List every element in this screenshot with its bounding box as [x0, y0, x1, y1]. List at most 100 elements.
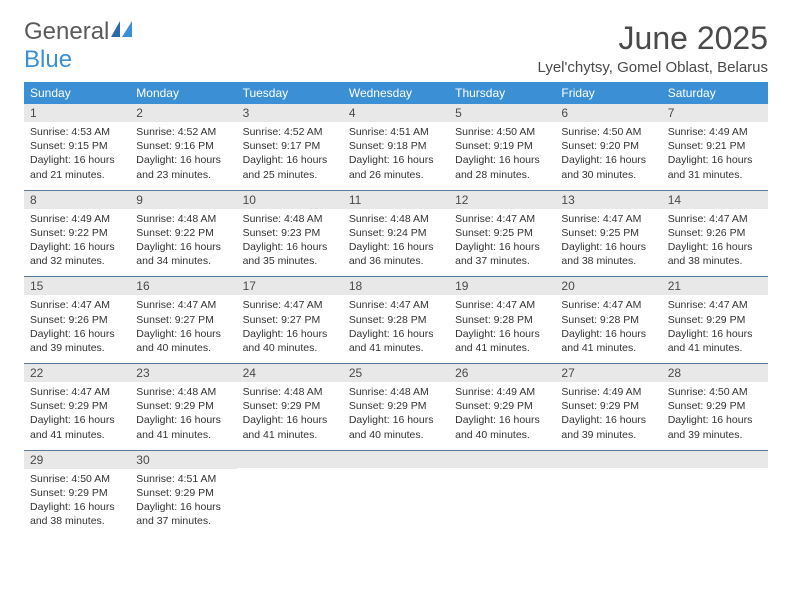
daylight-text: Daylight: 16 hours and 40 minutes.: [349, 413, 443, 441]
day-data: Sunrise: 4:52 AMSunset: 9:16 PMDaylight:…: [130, 122, 236, 190]
daylight-text: Daylight: 16 hours and 41 minutes.: [455, 327, 549, 355]
brand-logo: General: [24, 20, 133, 44]
sunrise-text: Sunrise: 4:50 AM: [455, 125, 549, 139]
week-row: 1Sunrise: 4:53 AMSunset: 9:15 PMDaylight…: [24, 104, 768, 190]
daylight-text: Daylight: 16 hours and 31 minutes.: [668, 153, 762, 181]
day-data: Sunrise: 4:50 AMSunset: 9:19 PMDaylight:…: [449, 122, 555, 190]
day-number: 14: [662, 190, 768, 209]
month-title: June 2025: [538, 20, 768, 57]
day-cell: 26Sunrise: 4:49 AMSunset: 9:29 PMDayligh…: [449, 363, 555, 450]
day-cell: 27Sunrise: 4:49 AMSunset: 9:29 PMDayligh…: [555, 363, 661, 450]
day-data: Sunrise: 4:47 AMSunset: 9:25 PMDaylight:…: [449, 209, 555, 277]
sunset-text: Sunset: 9:27 PM: [243, 313, 337, 327]
day-data: Sunrise: 4:49 AMSunset: 9:29 PMDaylight:…: [449, 382, 555, 450]
sunrise-text: Sunrise: 4:47 AM: [349, 298, 443, 312]
week-row: 22Sunrise: 4:47 AMSunset: 9:29 PMDayligh…: [24, 363, 768, 450]
daylight-text: Daylight: 16 hours and 40 minutes.: [136, 327, 230, 355]
day-data: Sunrise: 4:51 AMSunset: 9:18 PMDaylight:…: [343, 122, 449, 190]
sunrise-text: Sunrise: 4:47 AM: [30, 385, 124, 399]
day-data: Sunrise: 4:49 AMSunset: 9:21 PMDaylight:…: [662, 122, 768, 190]
weekday-header: Friday: [555, 82, 661, 104]
day-number: 17: [237, 276, 343, 295]
daylight-text: Daylight: 16 hours and 34 minutes.: [136, 240, 230, 268]
day-number: 1: [24, 104, 130, 122]
day-data: Sunrise: 4:48 AMSunset: 9:24 PMDaylight:…: [343, 209, 449, 277]
sunset-text: Sunset: 9:25 PM: [561, 226, 655, 240]
day-number-empty: [555, 450, 661, 468]
daylight-text: Daylight: 16 hours and 39 minutes.: [30, 327, 124, 355]
day-data: Sunrise: 4:47 AMSunset: 9:26 PMDaylight:…: [24, 295, 130, 363]
day-cell: 22Sunrise: 4:47 AMSunset: 9:29 PMDayligh…: [24, 363, 130, 450]
day-cell: [343, 450, 449, 537]
weekday-header: Wednesday: [343, 82, 449, 104]
day-number: 24: [237, 363, 343, 382]
day-data: Sunrise: 4:48 AMSunset: 9:29 PMDaylight:…: [343, 382, 449, 450]
sunset-text: Sunset: 9:29 PM: [136, 486, 230, 500]
day-cell: 2Sunrise: 4:52 AMSunset: 9:16 PMDaylight…: [130, 104, 236, 190]
weekday-header: Monday: [130, 82, 236, 104]
sunset-text: Sunset: 9:29 PM: [349, 399, 443, 413]
day-cell: 24Sunrise: 4:48 AMSunset: 9:29 PMDayligh…: [237, 363, 343, 450]
sunset-text: Sunset: 9:19 PM: [455, 139, 549, 153]
sunrise-text: Sunrise: 4:47 AM: [668, 212, 762, 226]
day-number-empty: [662, 450, 768, 468]
day-number: 27: [555, 363, 661, 382]
daylight-text: Daylight: 16 hours and 36 minutes.: [349, 240, 443, 268]
day-cell: 23Sunrise: 4:48 AMSunset: 9:29 PMDayligh…: [130, 363, 236, 450]
day-number: 29: [24, 450, 130, 469]
day-data-empty: [237, 468, 343, 520]
day-number-empty: [343, 450, 449, 468]
sunrise-text: Sunrise: 4:48 AM: [243, 212, 337, 226]
day-data: Sunrise: 4:47 AMSunset: 9:29 PMDaylight:…: [662, 295, 768, 363]
day-number: 3: [237, 104, 343, 122]
sunrise-text: Sunrise: 4:49 AM: [455, 385, 549, 399]
day-cell: 20Sunrise: 4:47 AMSunset: 9:28 PMDayligh…: [555, 276, 661, 363]
day-cell: 3Sunrise: 4:52 AMSunset: 9:17 PMDaylight…: [237, 104, 343, 190]
sunrise-text: Sunrise: 4:52 AM: [136, 125, 230, 139]
day-data: Sunrise: 4:47 AMSunset: 9:25 PMDaylight:…: [555, 209, 661, 277]
day-number: 21: [662, 276, 768, 295]
sunset-text: Sunset: 9:26 PM: [30, 313, 124, 327]
sunset-text: Sunset: 9:18 PM: [349, 139, 443, 153]
week-row: 29Sunrise: 4:50 AMSunset: 9:29 PMDayligh…: [24, 450, 768, 537]
day-number: 15: [24, 276, 130, 295]
day-cell: 4Sunrise: 4:51 AMSunset: 9:18 PMDaylight…: [343, 104, 449, 190]
daylight-text: Daylight: 16 hours and 41 minutes.: [243, 413, 337, 441]
sunrise-text: Sunrise: 4:50 AM: [561, 125, 655, 139]
day-data: Sunrise: 4:53 AMSunset: 9:15 PMDaylight:…: [24, 122, 130, 190]
day-number: 12: [449, 190, 555, 209]
sunrise-text: Sunrise: 4:53 AM: [30, 125, 124, 139]
daylight-text: Daylight: 16 hours and 37 minutes.: [455, 240, 549, 268]
day-cell: 13Sunrise: 4:47 AMSunset: 9:25 PMDayligh…: [555, 190, 661, 277]
day-cell: 11Sunrise: 4:48 AMSunset: 9:24 PMDayligh…: [343, 190, 449, 277]
day-number: 16: [130, 276, 236, 295]
day-number: 22: [24, 363, 130, 382]
day-number: 30: [130, 450, 236, 469]
day-cell: [449, 450, 555, 537]
sail-icon: [111, 20, 133, 44]
day-number: 5: [449, 104, 555, 122]
day-data-empty: [343, 468, 449, 520]
day-number: 9: [130, 190, 236, 209]
brand-general: General: [24, 20, 109, 44]
sunrise-text: Sunrise: 4:52 AM: [243, 125, 337, 139]
calendar-table: Sunday Monday Tuesday Wednesday Thursday…: [24, 82, 768, 536]
daylight-text: Daylight: 16 hours and 37 minutes.: [136, 500, 230, 528]
day-number: 2: [130, 104, 236, 122]
day-number: 6: [555, 104, 661, 122]
day-number: 18: [343, 276, 449, 295]
daylight-text: Daylight: 16 hours and 40 minutes.: [243, 327, 337, 355]
day-data-empty: [662, 468, 768, 520]
day-data: Sunrise: 4:48 AMSunset: 9:22 PMDaylight:…: [130, 209, 236, 277]
sunrise-text: Sunrise: 4:47 AM: [668, 298, 762, 312]
sunrise-text: Sunrise: 4:50 AM: [668, 385, 762, 399]
day-cell: 25Sunrise: 4:48 AMSunset: 9:29 PMDayligh…: [343, 363, 449, 450]
sunrise-text: Sunrise: 4:51 AM: [136, 472, 230, 486]
day-data: Sunrise: 4:50 AMSunset: 9:20 PMDaylight:…: [555, 122, 661, 190]
day-number: 13: [555, 190, 661, 209]
sunset-text: Sunset: 9:17 PM: [243, 139, 337, 153]
daylight-text: Daylight: 16 hours and 41 minutes.: [668, 327, 762, 355]
day-number: 26: [449, 363, 555, 382]
daylight-text: Daylight: 16 hours and 32 minutes.: [30, 240, 124, 268]
daylight-text: Daylight: 16 hours and 38 minutes.: [30, 500, 124, 528]
